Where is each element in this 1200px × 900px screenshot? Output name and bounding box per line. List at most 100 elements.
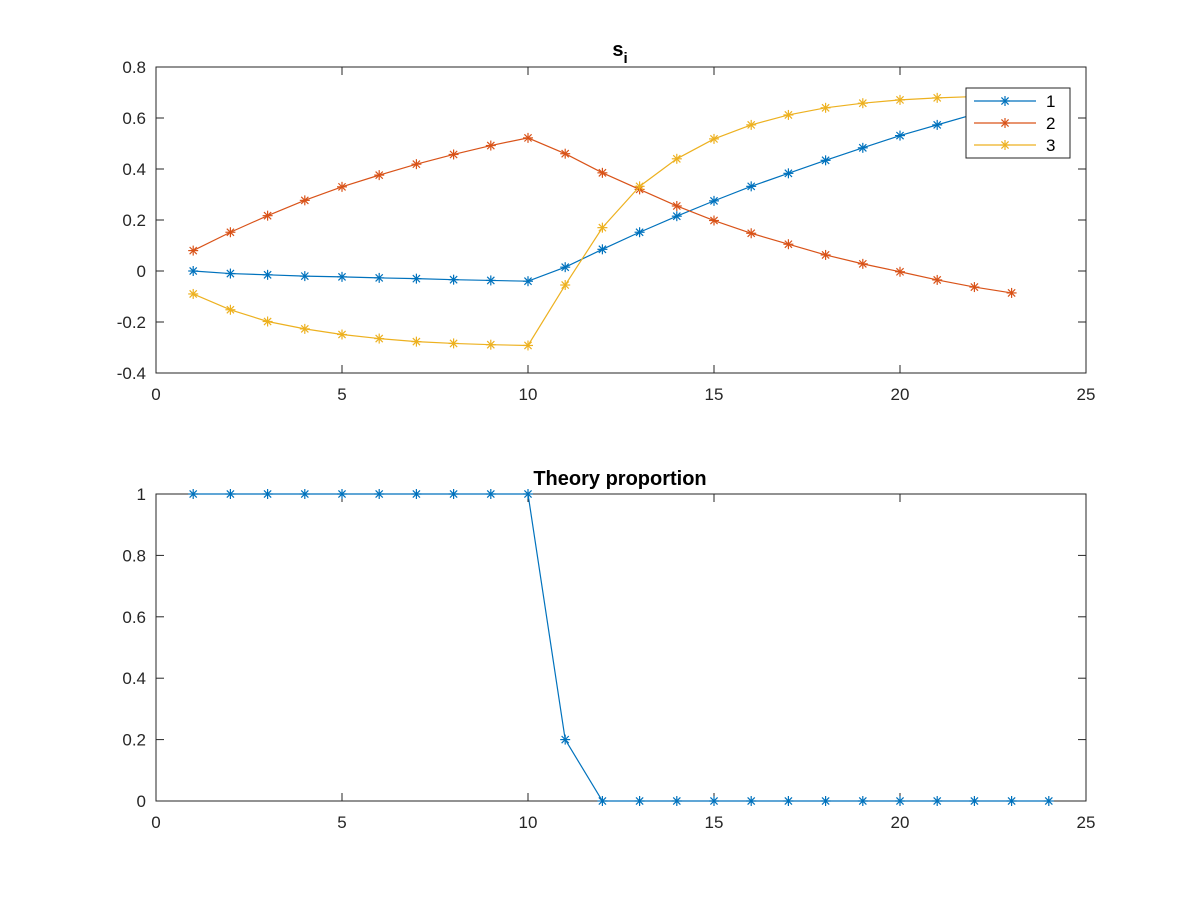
data-point xyxy=(671,153,682,164)
x-tick-label: 0 xyxy=(151,813,160,832)
data-point xyxy=(523,489,533,499)
data-point xyxy=(634,227,645,238)
series-1 xyxy=(188,489,1054,806)
legend-label: 2 xyxy=(1046,114,1055,133)
data-point xyxy=(225,304,236,315)
data-point xyxy=(820,249,831,260)
data-point xyxy=(1006,796,1017,806)
y-tick-label: 0.8 xyxy=(122,58,146,77)
y-tick-label: -0.4 xyxy=(117,364,146,383)
y-tick-label: 0.2 xyxy=(122,211,146,230)
data-point xyxy=(820,102,831,113)
data-point xyxy=(783,109,794,120)
x-tick-label: 15 xyxy=(705,813,724,832)
legend-item: 3 xyxy=(974,136,1055,155)
y-tick-label: 0.4 xyxy=(122,160,146,179)
data-point xyxy=(560,262,571,273)
data-point xyxy=(485,489,496,499)
data-point xyxy=(709,796,719,806)
data-point xyxy=(857,258,868,269)
data-point xyxy=(485,140,496,151)
data-point xyxy=(523,276,533,287)
data-point xyxy=(560,148,571,159)
data-point xyxy=(262,269,273,280)
data-point xyxy=(560,280,571,291)
data-point xyxy=(597,167,608,178)
y-tick-label: 1 xyxy=(137,485,146,504)
data-point xyxy=(932,92,943,103)
data-point xyxy=(188,489,199,499)
data-point xyxy=(857,796,868,806)
data-point xyxy=(746,119,757,130)
data-point xyxy=(188,288,199,299)
data-point xyxy=(411,336,422,347)
series-line xyxy=(193,493,1049,802)
data-point xyxy=(671,796,682,806)
series-2 xyxy=(188,132,1017,298)
series-3 xyxy=(188,90,1017,351)
data-point xyxy=(299,195,310,206)
data-point xyxy=(597,796,608,806)
data-point xyxy=(746,181,757,192)
legend-item: 2 xyxy=(974,114,1055,133)
data-point xyxy=(709,133,719,144)
data-point xyxy=(709,195,719,206)
y-tick-label: 0.6 xyxy=(122,109,146,128)
data-point xyxy=(746,228,757,239)
data-point xyxy=(671,211,682,222)
legend-marker xyxy=(1000,140,1010,150)
data-point xyxy=(783,796,794,806)
data-point xyxy=(188,245,199,256)
x-tick-label: 5 xyxy=(337,813,346,832)
data-point xyxy=(262,489,273,499)
x-tick-label: 15 xyxy=(705,385,724,404)
data-point xyxy=(411,159,422,170)
data-point xyxy=(969,796,980,806)
data-point xyxy=(374,170,385,181)
data-point xyxy=(262,210,273,221)
data-point xyxy=(969,282,980,293)
data-point xyxy=(523,340,533,351)
data-point xyxy=(932,274,943,285)
data-point xyxy=(188,266,199,276)
data-point xyxy=(634,796,645,806)
data-point xyxy=(783,239,794,250)
data-point xyxy=(634,181,645,192)
data-point xyxy=(485,275,496,286)
data-point xyxy=(671,200,682,211)
data-point xyxy=(783,168,794,179)
y-tick-label: 0.2 xyxy=(122,731,146,750)
data-point xyxy=(523,132,533,143)
y-tick-label: 0 xyxy=(137,262,146,281)
data-point xyxy=(932,119,943,130)
data-point xyxy=(895,796,905,806)
data-point xyxy=(337,181,347,192)
data-point xyxy=(746,796,757,806)
series-line xyxy=(193,93,1049,282)
data-point xyxy=(299,323,310,334)
data-point xyxy=(857,142,868,153)
legend-label: 3 xyxy=(1046,136,1055,155)
y-tick-label: 0 xyxy=(137,792,146,811)
data-point xyxy=(1006,287,1017,298)
data-point xyxy=(374,489,385,499)
data-point xyxy=(448,149,459,160)
data-point xyxy=(895,94,905,105)
x-tick-label: 20 xyxy=(891,385,910,404)
x-tick-label: 25 xyxy=(1077,813,1096,832)
x-tick-label: 10 xyxy=(519,385,538,404)
data-point xyxy=(448,274,459,285)
x-tick-label: 0 xyxy=(151,385,160,404)
y-tick-label: 0.4 xyxy=(122,669,146,688)
data-point xyxy=(337,271,347,282)
y-tick-label: 0.8 xyxy=(122,546,146,565)
data-point xyxy=(932,796,943,806)
legend-label: 1 xyxy=(1046,92,1055,111)
data-point xyxy=(411,273,422,284)
legend-marker xyxy=(1000,96,1010,106)
x-tick-label: 20 xyxy=(891,813,910,832)
data-point xyxy=(709,215,719,226)
data-point xyxy=(299,271,310,282)
data-point xyxy=(820,155,831,166)
